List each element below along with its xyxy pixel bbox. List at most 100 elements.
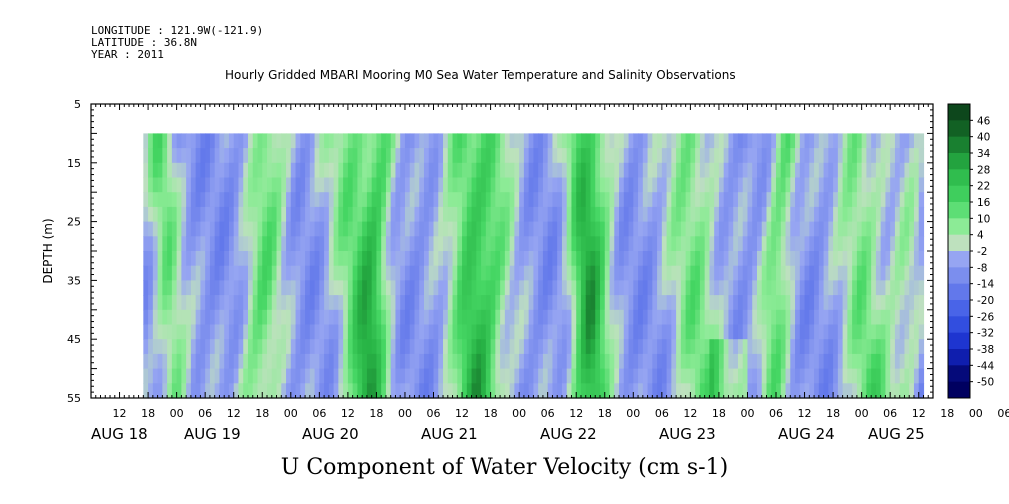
heatmap-cell <box>290 324 297 340</box>
heatmap-cell <box>604 177 611 193</box>
heatmap-cell <box>833 309 839 326</box>
heatmap-cell <box>676 192 682 208</box>
x-tick-label: 18 <box>141 407 155 420</box>
heatmap-cell <box>799 177 806 193</box>
heatmap-cell <box>362 148 368 164</box>
heatmap-cell <box>890 353 896 370</box>
heatmap-cell <box>224 206 230 223</box>
heatmap-cell <box>542 148 549 164</box>
heatmap-cell <box>619 309 625 326</box>
heatmap-cell <box>471 206 477 223</box>
heatmap-cell <box>176 383 182 399</box>
heatmap-cell <box>300 251 306 267</box>
heatmap-cell <box>752 133 758 149</box>
heatmap-cell <box>785 148 791 164</box>
heatmap-cell <box>557 177 563 193</box>
heatmap-cell <box>880 133 887 149</box>
heatmap-cell <box>376 162 382 179</box>
heatmap-cell <box>728 162 734 179</box>
heatmap-cell <box>381 383 387 399</box>
heatmap-cell <box>471 236 477 252</box>
heatmap-cell <box>433 309 439 326</box>
heatmap-cell <box>238 368 244 384</box>
heatmap-cell <box>585 251 592 267</box>
heatmap-cell <box>262 148 268 164</box>
heatmap-cell <box>362 309 368 326</box>
heatmap-cell <box>476 251 482 267</box>
heatmap-cell <box>276 251 282 267</box>
heatmap-cell <box>276 236 282 252</box>
heatmap-cell <box>523 353 530 370</box>
heatmap-cell <box>666 309 672 326</box>
heatmap-cell <box>833 192 839 208</box>
heatmap-cell <box>404 368 411 384</box>
heatmap-cell <box>714 148 720 164</box>
heatmap-cell <box>728 368 734 384</box>
heatmap-cell <box>428 280 435 296</box>
heatmap-cell <box>419 177 425 193</box>
heatmap-cell <box>809 162 815 179</box>
heatmap-cell <box>899 353 906 370</box>
colorbar-label: 10 <box>977 213 990 225</box>
heatmap-cell <box>657 383 663 399</box>
heatmap-cell <box>238 309 244 326</box>
heatmap-cell <box>799 251 806 267</box>
heatmap-cell <box>576 324 582 340</box>
heatmap-cell <box>390 383 397 399</box>
heatmap-cell <box>523 368 530 384</box>
heatmap-cell <box>561 192 568 208</box>
x-tick-label: 06 <box>541 407 555 420</box>
heatmap-cell <box>699 162 706 179</box>
heatmap-cell <box>704 353 711 370</box>
heatmap-cell <box>314 368 320 384</box>
heatmap-cell <box>504 236 511 252</box>
heatmap-cell <box>319 280 325 296</box>
heatmap-cell <box>233 353 240 370</box>
heatmap-cell <box>833 339 839 355</box>
heatmap-cell <box>818 280 825 296</box>
heatmap-cell <box>247 353 254 370</box>
heatmap-cell <box>842 192 848 208</box>
heatmap-cell <box>633 265 639 281</box>
heatmap-cell <box>699 221 706 237</box>
heatmap-cell <box>666 236 672 252</box>
year-label: YEAR : 2011 <box>91 48 164 61</box>
heatmap-cell <box>452 295 458 311</box>
heatmap-cell <box>657 221 663 237</box>
heatmap-cell <box>528 221 535 237</box>
heatmap-cell <box>604 324 611 340</box>
heatmap-cell <box>181 148 187 164</box>
heatmap-cell <box>257 221 263 237</box>
heatmap-cell <box>481 221 487 237</box>
heatmap-cell <box>680 148 687 164</box>
heatmap-cell <box>343 368 349 384</box>
heatmap-cell <box>918 206 925 223</box>
heatmap-cell <box>690 236 696 252</box>
heatmap-cell <box>723 148 730 164</box>
heatmap-cell <box>818 221 825 237</box>
heatmap-cell <box>195 265 202 281</box>
heatmap-cell <box>228 295 235 311</box>
heatmap-cell <box>642 236 649 252</box>
heatmap-cell <box>695 221 701 237</box>
heatmap-cell <box>347 162 354 179</box>
heatmap-cell <box>385 324 392 340</box>
heatmap-cell <box>262 206 268 223</box>
heatmap-cell <box>685 339 691 355</box>
x-tick-label: 00 <box>740 407 754 420</box>
heatmap-cell <box>447 162 454 179</box>
heatmap-cell <box>404 280 411 296</box>
heatmap-cell <box>571 295 577 311</box>
heatmap-cell <box>861 383 867 399</box>
heatmap-cell <box>571 324 577 340</box>
heatmap-cell <box>404 133 411 149</box>
heatmap-cell <box>547 221 554 237</box>
heatmap-cell <box>866 206 872 223</box>
heatmap-cell <box>200 221 206 237</box>
heatmap-cell <box>880 295 887 311</box>
heatmap-cell <box>552 133 558 149</box>
heatmap-cell <box>619 221 625 237</box>
heatmap-cell <box>333 236 339 252</box>
heatmap-cell <box>233 133 240 149</box>
heatmap-cell <box>443 309 449 326</box>
